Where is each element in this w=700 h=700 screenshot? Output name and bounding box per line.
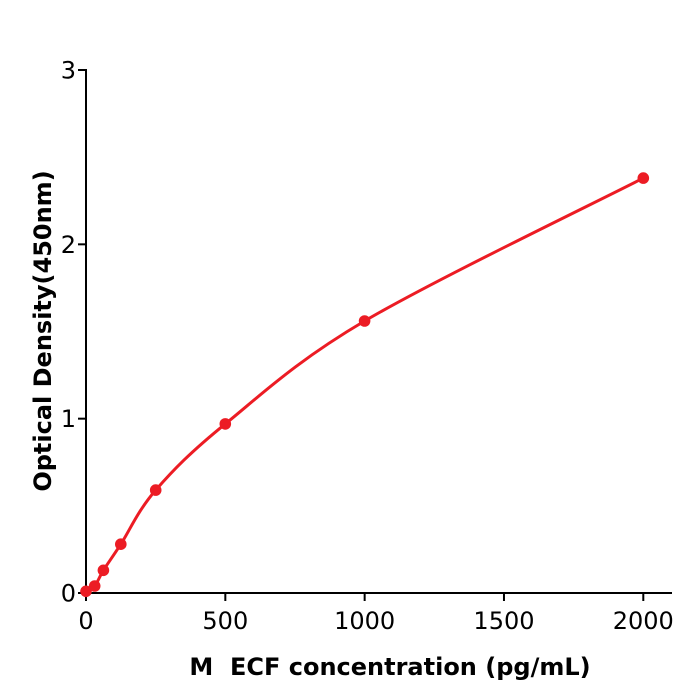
x-tick-label: 2000	[613, 607, 674, 635]
data-point	[637, 172, 650, 184]
y-axis-title: Optical Density(450nm)	[29, 170, 57, 492]
data-point	[88, 580, 101, 592]
data-point	[358, 315, 371, 327]
x-axis-title: M ECF concentration (pg/mL)	[189, 653, 591, 681]
y-tick-label: 0	[61, 580, 76, 608]
x-tick-label: 500	[202, 607, 248, 635]
y-tick-label: 2	[61, 231, 76, 259]
data-point	[97, 564, 110, 577]
data-point	[115, 538, 127, 550]
fit-curve	[84, 176, 645, 593]
data-point	[149, 484, 162, 496]
x-tick-label: 1000	[334, 607, 395, 635]
x-tick-label: 0	[78, 607, 93, 635]
y-tick-label: 3	[61, 57, 76, 85]
y-tick-label: 1	[61, 405, 76, 433]
data-point	[80, 585, 92, 598]
x-tick-label: 1500	[473, 607, 534, 635]
data-point	[219, 418, 232, 430]
